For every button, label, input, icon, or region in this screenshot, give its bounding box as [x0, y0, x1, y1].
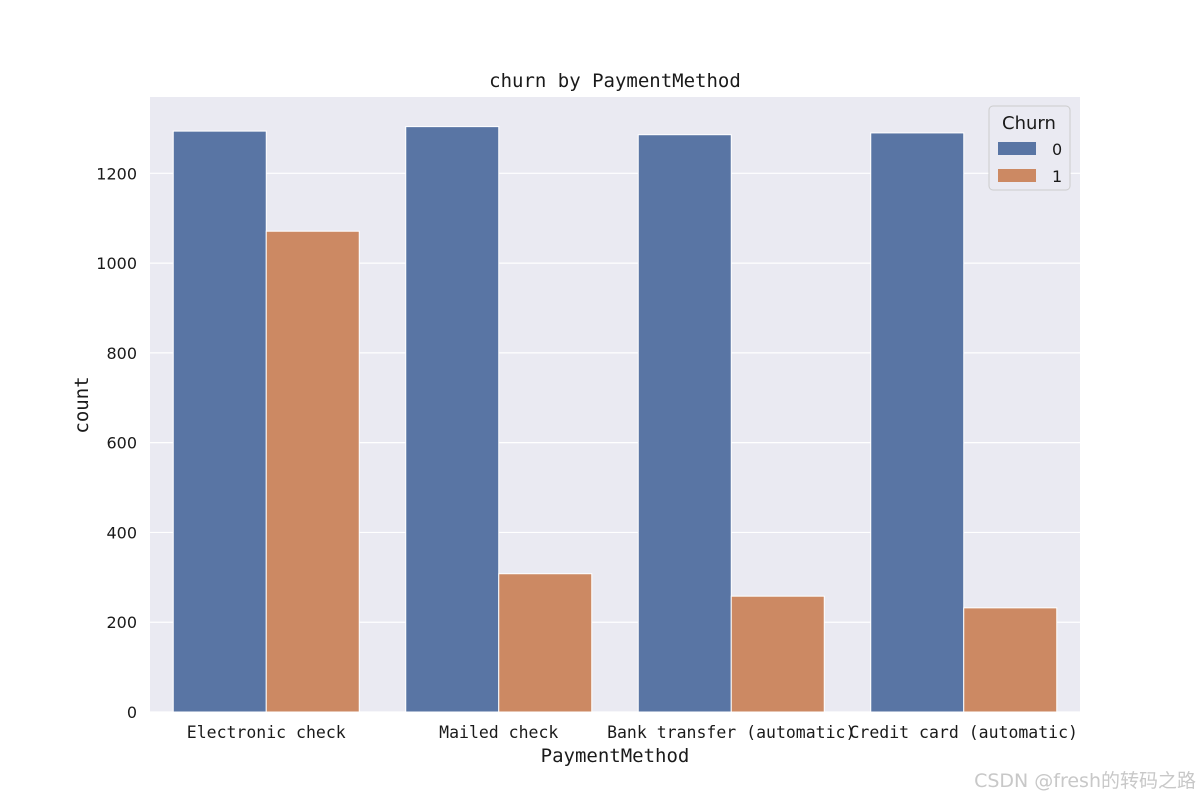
- chart-title: churn by PaymentMethod: [489, 70, 741, 92]
- x-tick-label: Electronic check: [187, 723, 346, 742]
- x-tick-label: Credit card (automatic): [850, 723, 1078, 742]
- legend-label-0: 0: [1052, 140, 1062, 159]
- bar-series-1: [498, 573, 593, 713]
- bar-series-1: [265, 230, 360, 713]
- y-tick-label: 200: [106, 613, 137, 632]
- y-tick-label: 800: [106, 344, 137, 363]
- legend-title: Churn: [1002, 113, 1056, 134]
- y-tick-label: 400: [106, 523, 137, 542]
- legend-label-1: 1: [1052, 167, 1062, 186]
- bar-series-0: [870, 132, 965, 713]
- y-tick-label: 1000: [96, 254, 137, 273]
- x-tick-labels: Electronic check Mailed check Bank transfe…: [187, 723, 1078, 742]
- legend: Churn 0 1: [988, 105, 1071, 191]
- x-axis-label: PaymentMethod: [541, 745, 690, 767]
- bar-series-0: [172, 130, 267, 713]
- bar-series-0: [637, 134, 732, 713]
- y-axis-label: count: [71, 376, 93, 433]
- watermark-text: CSDN @fresh的转码之路: [974, 770, 1196, 792]
- y-tick-label: 0: [127, 703, 137, 722]
- x-tick-label: Mailed check: [439, 723, 558, 742]
- x-tick-label: Bank transfer (automatic): [607, 723, 855, 742]
- bar-series-1: [730, 595, 825, 713]
- bar-series-1: [963, 607, 1058, 713]
- y-tick-label: 1200: [96, 164, 137, 183]
- bar-series-0: [405, 126, 500, 713]
- y-tick-labels: 0 200 400 600 800 1000 1200: [96, 164, 137, 722]
- bars: [172, 126, 1058, 713]
- y-tick-label: 600: [106, 434, 137, 453]
- legend-swatch-0: [998, 142, 1036, 155]
- legend-swatch-1: [998, 169, 1036, 182]
